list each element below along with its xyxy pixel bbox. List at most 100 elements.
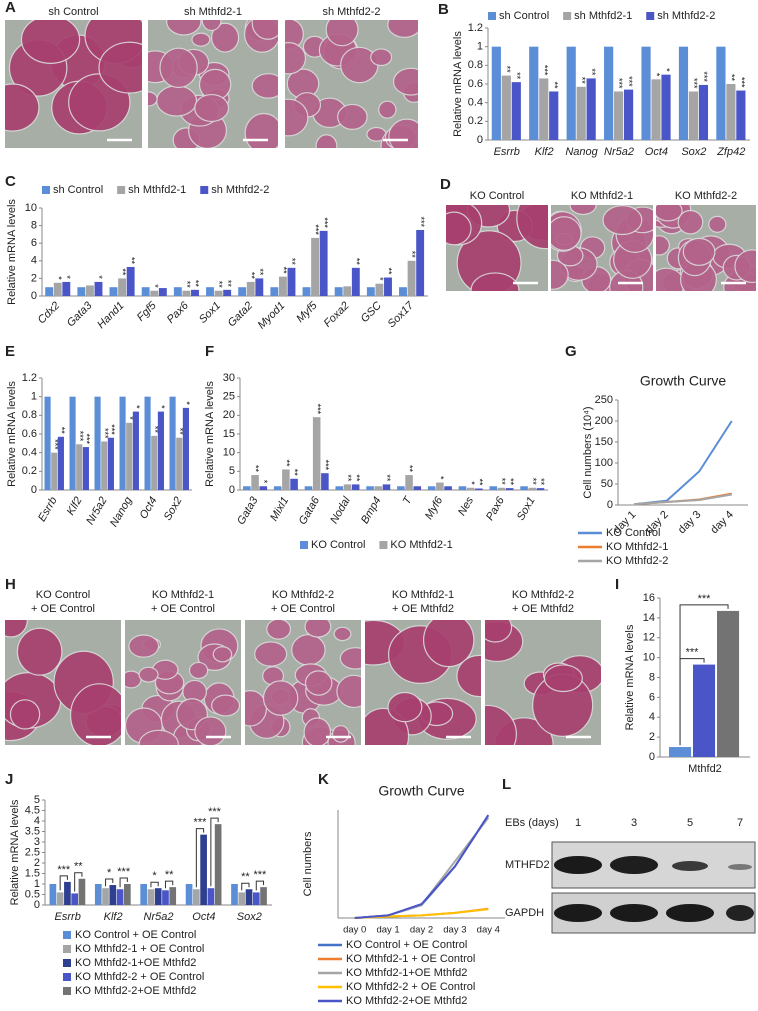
bar: [304, 486, 313, 490]
bar: [382, 484, 391, 490]
bar: [688, 91, 699, 140]
image-caption: sh Control: [48, 6, 98, 18]
significance-label: **: [281, 459, 291, 467]
image-caption: KO Control: [470, 190, 524, 202]
colony: [337, 103, 368, 130]
bar: [154, 888, 162, 905]
bar: [282, 469, 290, 490]
bar: [94, 281, 103, 296]
bar: [162, 890, 169, 905]
bar: [144, 396, 151, 490]
colony: [98, 41, 142, 94]
colony: [304, 670, 333, 696]
bar: [176, 437, 183, 490]
significance-label: **: [214, 281, 224, 289]
significance-label: ***: [312, 404, 322, 415]
blot-day: 7: [737, 817, 743, 829]
colony: [333, 626, 352, 642]
bar: [169, 887, 177, 905]
colony: [211, 694, 241, 717]
blot-band: [726, 905, 754, 921]
bar: [466, 487, 475, 490]
bar: [475, 488, 483, 490]
image-caption: sh Mthfd2-2: [322, 6, 380, 18]
bar: [576, 86, 586, 140]
colony: [325, 20, 359, 47]
bar: [260, 887, 267, 905]
significance-label: ***: [321, 460, 331, 471]
bar: [62, 281, 71, 296]
image-caption: KO Mthfd2-2: [272, 589, 334, 601]
x-tick-label: T: [401, 494, 415, 507]
y-tick-label: 0.2: [468, 115, 483, 127]
micrograph: [365, 620, 481, 745]
bar: [94, 396, 101, 490]
legend-swatch: [200, 186, 209, 194]
colony: [291, 634, 326, 666]
bar: [185, 884, 193, 905]
image-caption: KO Mthfd2-2: [675, 190, 737, 202]
micrograph: [285, 20, 418, 148]
significance-label: *: [182, 401, 192, 405]
bar: [505, 488, 514, 490]
significance-label: *: [466, 481, 476, 485]
x-tick-label: Nes: [456, 495, 476, 518]
bar: [140, 884, 148, 905]
bar: [116, 889, 124, 905]
bar: [207, 888, 215, 905]
significance-label: **: [475, 478, 485, 486]
legend-swatch: [563, 12, 572, 20]
x-tick-label: Sox2: [681, 146, 706, 158]
legend-label: KO Mthfd2-1+OE Mthfd2: [346, 967, 467, 979]
legend-swatch: [488, 12, 496, 20]
x-tick-label: Esrrb: [55, 911, 81, 923]
blot-band: [610, 904, 658, 922]
bar: [491, 46, 501, 140]
colony: [336, 674, 361, 709]
colony: [378, 100, 397, 119]
bar: [151, 435, 158, 490]
bar: [193, 889, 200, 905]
significance-label: **: [223, 280, 233, 288]
legend-label: KO Mthfd2-2 + OE Control: [346, 981, 475, 993]
x-tick-label: Gata3: [65, 299, 95, 329]
legend-label: KO Mthfd2-1: [606, 541, 668, 553]
legend-label: KO Mthfd2-2+OE Mthfd2: [346, 995, 467, 1007]
bar: [101, 441, 108, 490]
colony: [656, 235, 670, 256]
legend-swatch: [63, 973, 71, 981]
x-tick-label: day 3: [676, 509, 704, 537]
significance-label: *: [152, 870, 157, 882]
colony: [682, 237, 716, 266]
x-tick-label: Foxa2: [322, 300, 352, 330]
significance-label: *: [157, 405, 167, 409]
y-axis-label: Relative mRNA levels: [452, 31, 464, 137]
colony: [708, 215, 727, 233]
y-tick-label: 1.5: [25, 867, 40, 879]
x-tick-label: Cdx2: [36, 300, 63, 327]
colony: [331, 725, 350, 743]
bar: [64, 881, 71, 905]
y-tick-label: 0: [607, 499, 613, 511]
significance-label: **: [351, 258, 361, 266]
x-tick-label: Gata3: [235, 494, 261, 527]
bar: [407, 260, 416, 296]
blot-band: [554, 856, 602, 874]
significance-label: ***: [319, 217, 329, 228]
bar: [118, 278, 127, 296]
bar: [231, 884, 238, 905]
colony: [551, 216, 582, 251]
bar: [405, 475, 413, 490]
y-tick-label: 100: [595, 457, 613, 469]
bar: [520, 486, 528, 490]
colony: [244, 112, 278, 148]
colony: [285, 98, 309, 137]
colony: [602, 205, 643, 236]
significance-label: **: [175, 428, 185, 436]
legend-label: KO Mthfd2-1+OE Mthfd2: [75, 957, 196, 969]
colony: [387, 20, 418, 38]
bar: [458, 486, 467, 490]
y-axis-label: Relative mRNA levels: [624, 624, 636, 730]
significance-bracket: [241, 882, 250, 891]
bar: [223, 289, 232, 296]
